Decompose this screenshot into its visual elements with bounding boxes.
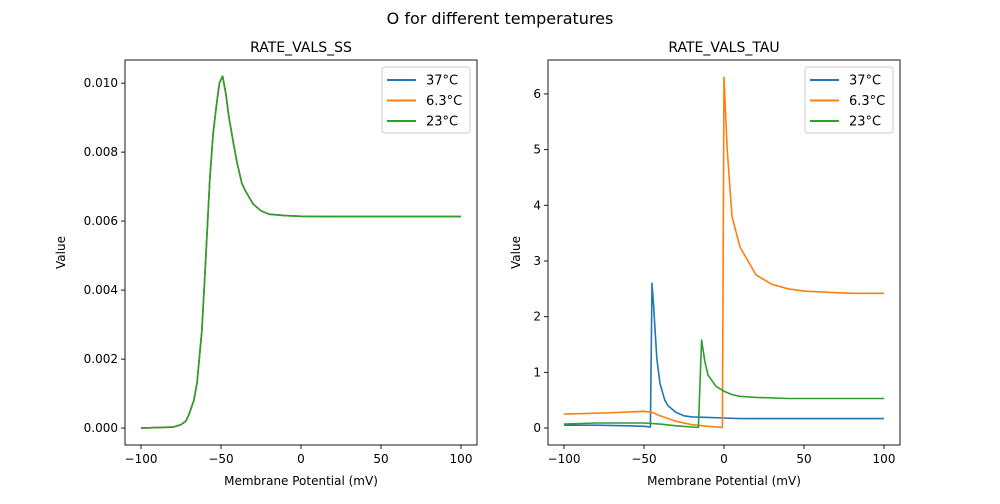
x-tick-label: −50: [631, 452, 656, 466]
x-tick-label: −50: [208, 452, 233, 466]
y-tick-label: 0.008: [84, 145, 118, 159]
y-tick-label: 2: [533, 310, 541, 324]
x-tick-label: 50: [796, 452, 811, 466]
axes-rate-vals-tau: RATE_VALS_TAU −100 −50 0 50 100 0 1 2 3 4 5 6 Membran…: [509, 40, 901, 488]
x-tick-label: −100: [548, 452, 581, 466]
x-tick-label: 0: [297, 452, 305, 466]
y-tick-label: 0.002: [84, 352, 118, 366]
x-axis-label: Membrane Potential (mV): [224, 474, 378, 488]
legend: 37°C 6.3°C 23°C: [381, 66, 471, 134]
legend-label: 37°C: [426, 74, 458, 89]
legend-label: 23°C: [849, 115, 881, 130]
series-line-1: [563, 76, 884, 429]
y-tick-label: 4: [533, 198, 541, 212]
series-line-2: [140, 75, 461, 429]
y-tick-label: 0.000: [84, 421, 118, 435]
legend-box: [804, 66, 894, 134]
y-tick-label: 0.006: [84, 214, 118, 228]
y-axis-label: Value: [509, 236, 523, 269]
legend-label: 37°C: [849, 74, 881, 89]
y-tick-label: 3: [533, 254, 541, 268]
x-tick-label: 50: [373, 452, 388, 466]
axes-title: RATE_VALS_SS: [250, 40, 352, 56]
y-tick-label: 6: [533, 87, 541, 101]
y-tick-label: 5: [533, 143, 541, 157]
legend-label: 6.3°C: [849, 94, 885, 109]
axes-title: RATE_VALS_TAU: [668, 40, 779, 56]
figure-title: O for different temperatures: [387, 9, 614, 28]
legend-label: 6.3°C: [426, 94, 462, 109]
y-tick-label: 0.004: [84, 283, 118, 297]
y-tick-label: 1: [533, 365, 541, 379]
legend-box: [381, 66, 471, 134]
series-line-0: [564, 282, 884, 428]
x-tick-label: 100: [873, 452, 896, 466]
x-tick-label: −100: [125, 452, 158, 466]
x-tick-label: 0: [720, 452, 728, 466]
y-tick-label: 0.010: [84, 76, 118, 90]
legend: 37°C 6.3°C 23°C: [804, 66, 894, 134]
x-tick-label: 100: [450, 452, 473, 466]
x-axis-label: Membrane Potential (mV): [647, 474, 801, 488]
y-tick-label: 0: [533, 421, 541, 435]
series-line-2: [563, 339, 884, 429]
y-axis-label: Value: [54, 236, 68, 269]
legend-label: 23°C: [426, 115, 458, 130]
axes-rate-vals-ss: RATE_VALS_SS −100 −50 0 50 100 0.000 0.002 0.004…: [54, 40, 478, 488]
